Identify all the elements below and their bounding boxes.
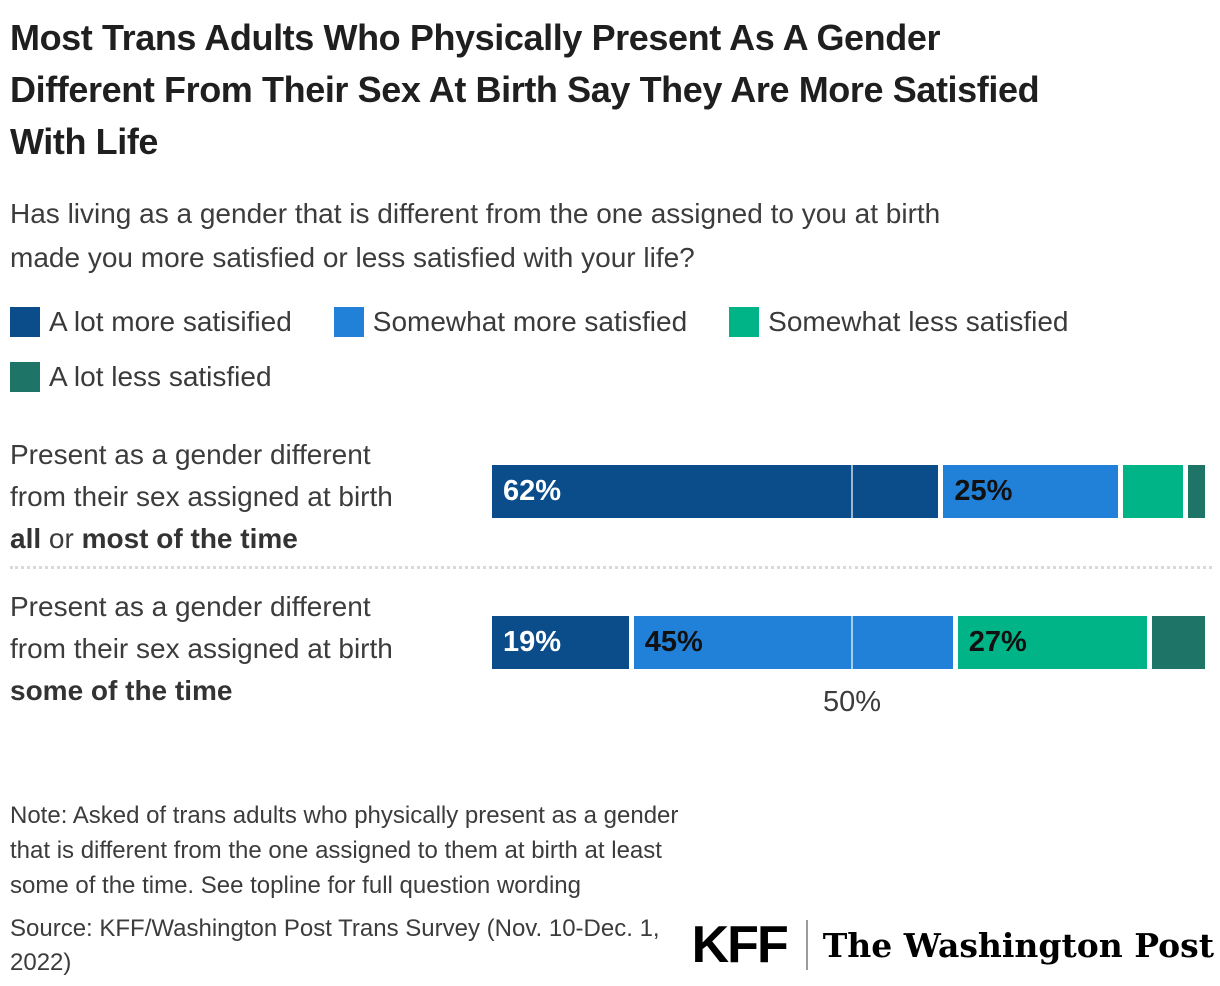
label-line: or [41, 523, 82, 554]
bar-segment-a-lot-less [1183, 465, 1205, 518]
stacked-bar-all-or-most: 62% 25% [492, 465, 1217, 518]
bar-segment-somewhat-more: 25% [938, 465, 1119, 518]
legend-swatch-dark-teal [10, 362, 40, 392]
category-label-all-or-most-of-the-time: Present as a gender different from their… [10, 434, 485, 560]
legend-item-a-lot-less-satisfied: A lot less satisfied [10, 361, 272, 393]
legend-row-1: A lot more satisified Somewhat more sati… [10, 306, 1111, 338]
gridline-50-percent [851, 465, 853, 669]
bar-segment-a-lot-more: 62% [492, 465, 939, 518]
bar-segment-a-lot-more: 19% [492, 616, 629, 669]
chart-question-subtitle: Has living as a gender that is different… [10, 198, 941, 273]
bar-segment-somewhat-less [1118, 465, 1184, 518]
label-bold: most of the time [81, 523, 298, 554]
x-axis-tick-label-50: 50% [822, 686, 882, 718]
washington-post-logo: The Washington Post [822, 925, 1214, 965]
row-divider-dotted-line [10, 566, 1212, 569]
source-attribution: Source: KFF/Washington Post Trans Survey… [10, 915, 660, 976]
category-label-some-of-the-time: Present as a gender different from their… [10, 586, 485, 712]
legend-item-somewhat-less-satisfied: Somewhat less satisfied [729, 306, 1069, 338]
label-bold: some of the time [10, 675, 233, 706]
bar-segment-a-lot-less [1147, 616, 1205, 669]
bar-segment-somewhat-less: 27% [952, 616, 1148, 669]
legend-label: A lot more satisified [49, 306, 292, 337]
footnote: Note: Asked of trans adults who physical… [10, 802, 679, 899]
legend-swatch-navy [10, 307, 40, 337]
chart-title: Most Trans Adults Who Physically Present… [10, 17, 1040, 162]
legend-row-2: A lot less satisfied [10, 361, 314, 393]
bar-segment-somewhat-more: 45% [628, 616, 953, 669]
legend-label: A lot less satisfied [49, 361, 272, 392]
label-line: Present as a gender different [10, 591, 371, 622]
legend-item-a-lot-more-satisfied: A lot more satisified [10, 306, 292, 338]
stacked-bar-some-of-the-time: 19% 45% 27% [492, 616, 1217, 669]
label-line: from their sex assigned at birth [10, 481, 393, 512]
label-line: from their sex assigned at birth [10, 633, 393, 664]
legend-swatch-green [729, 307, 760, 337]
legend-label: Somewhat less satisfied [768, 306, 1069, 337]
legend-swatch-blue [333, 307, 364, 337]
logo-divider-line [805, 920, 808, 970]
legend-label: Somewhat more satisfied [372, 306, 688, 337]
label-line: Present as a gender different [10, 439, 371, 470]
label-bold: all [10, 523, 42, 554]
publisher-logos: KFF The Washington Post [692, 914, 1214, 976]
kff-logo: KFF [691, 916, 789, 974]
legend-item-somewhat-more-satisfied: Somewhat more satisfied [333, 306, 688, 338]
